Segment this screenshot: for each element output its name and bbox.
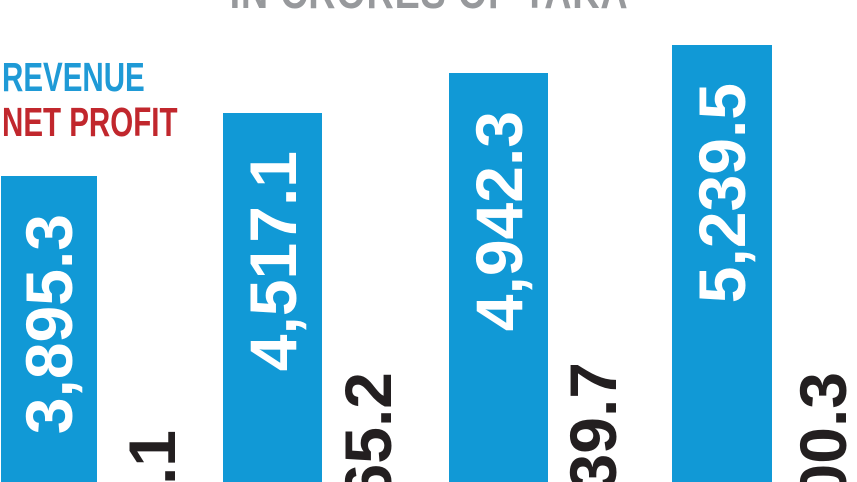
revenue-bar-2: 4,517.1	[223, 113, 322, 482]
revenue-value-label-3: 4,942.3	[461, 111, 536, 332]
revenue-bar-3: 4,942.3	[449, 73, 548, 482]
net-profit-value-label-3: 439.7	[556, 361, 630, 482]
chart-title: IN CRORES OF TAKA	[229, 0, 628, 19]
revenue-bar-1: 3,895.3	[1, 176, 97, 482]
legend: REVENUE NET PROFIT	[2, 54, 246, 146]
revenue-bar-4: 5,239.5	[672, 45, 772, 482]
legend-revenue-label: REVENUE	[2, 54, 145, 100]
legend-net-profit-label: NET PROFIT	[2, 99, 178, 146]
revenue-value-label-4: 5,239.5	[685, 83, 759, 304]
revenue-value-label-1: 3,895.3	[12, 214, 86, 435]
revenue-value-label-2: 4,517.1	[235, 151, 310, 372]
net-profit-value-label-1: 1.1	[115, 430, 189, 482]
net-profit-value-label-2: 365.2	[331, 371, 405, 482]
net-profit-value-label-4: 400.3	[786, 371, 857, 482]
